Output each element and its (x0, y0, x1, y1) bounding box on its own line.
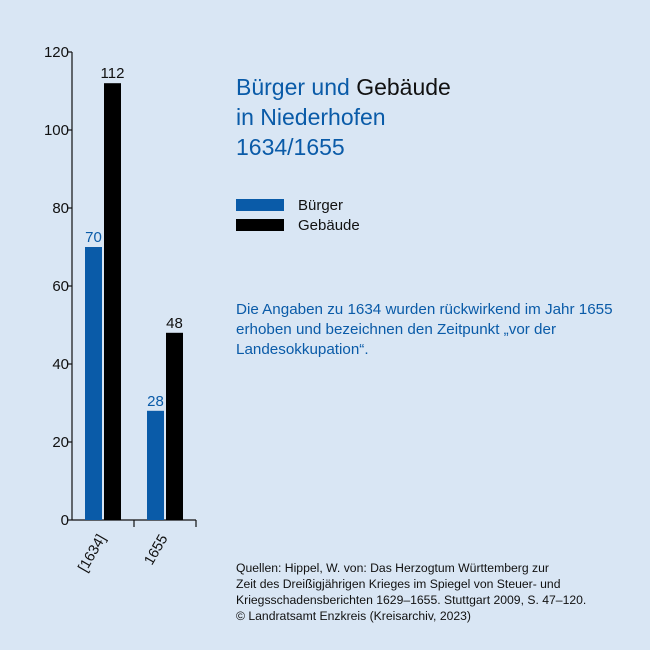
data-label: 28 (147, 393, 164, 410)
data-label: 70 (85, 229, 102, 246)
source-block: Quellen: Hippel, W. von: Das Herzogtum W… (236, 560, 646, 624)
bar (147, 410, 164, 520)
title-part-buerger: Bürger und (236, 74, 350, 100)
data-label: 48 (166, 315, 183, 332)
title-line-2: in Niederhofen (236, 104, 386, 130)
data-label: 112 (101, 65, 125, 82)
source-line-3: Kriegsschadensberichten 1629–1655. Stutt… (236, 593, 587, 607)
y-tick-label: 120 (44, 44, 69, 61)
title-part-gebaeude: Gebäude (356, 74, 451, 100)
source-line-4: © Landratsamt Enzkreis (Kreisarchiv, 202… (236, 609, 471, 623)
bar (104, 83, 121, 520)
y-tick-label: 60 (52, 278, 69, 295)
x-tick-label: 1655 (141, 532, 171, 568)
legend-swatch-gebaeude (236, 219, 284, 231)
y-tick-label: 100 (44, 122, 69, 139)
legend-label-buerger: Bürger (298, 196, 344, 214)
y-tick-label: 40 (52, 356, 69, 373)
legend-item-gebaeude: Gebäude (236, 215, 360, 235)
note-text: Die Angaben zu 1634 wurden rückwirkend i… (236, 301, 613, 358)
y-tick-label: 80 (52, 200, 69, 217)
title-line-3: 1634/1655 (236, 134, 345, 160)
x-tick-label: [1634] (75, 532, 109, 575)
legend-item-buerger: Bürger (236, 195, 360, 215)
bar (166, 332, 183, 520)
legend: Bürger Gebäude (236, 195, 360, 235)
y-tick-label: 0 (61, 512, 69, 529)
legend-label-gebaeude: Gebäude (298, 216, 360, 234)
bar (85, 247, 102, 520)
source-line-2: Zeit des Dreißigjährigen Krieges im Spie… (236, 577, 561, 591)
source-line-1: Quellen: Hippel, W. von: Das Herzogtum W… (236, 561, 549, 575)
y-tick-label: 20 (52, 434, 69, 451)
legend-swatch-buerger (236, 199, 284, 211)
chart-title: Bürger und Gebäude in Niederhofen 1634/1… (236, 72, 451, 162)
